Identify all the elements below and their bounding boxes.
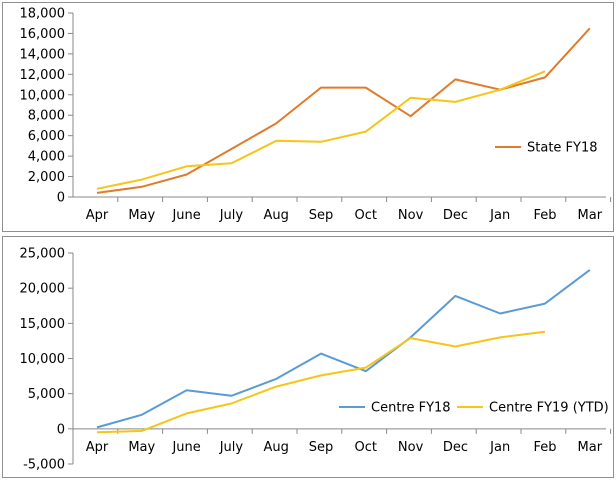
y-tick-label: 4,000 bbox=[28, 150, 65, 165]
x-tick-label: June bbox=[171, 208, 200, 223]
legend-label: Centre FY18 bbox=[371, 401, 451, 416]
y-tick-label: 12,000 bbox=[20, 68, 66, 83]
series-line-centre-fy18 bbox=[96, 269, 591, 429]
series-line-unnamed bbox=[96, 70, 546, 190]
x-tick-label: Oct bbox=[355, 440, 377, 455]
legend-label: State FY18 bbox=[527, 141, 598, 156]
x-tick-label: Jan bbox=[489, 208, 510, 223]
y-tick-label: 14,000 bbox=[20, 47, 66, 62]
x-tick-label: Dec bbox=[443, 440, 468, 455]
x-tick-label: June bbox=[171, 440, 200, 455]
x-tick-label: July bbox=[219, 208, 244, 223]
state-chart-panel: 0 2,000 4,000 6,000 8,000 10,000 12,000 14,000 1… bbox=[2, 2, 614, 232]
state-chart: 0 2,000 4,000 6,000 8,000 10,000 12,000 14,000 1… bbox=[20, 7, 612, 223]
x-tick-label: Sep bbox=[309, 440, 334, 455]
y-tick-label: 10,000 bbox=[20, 88, 66, 103]
x-tick-label: Apr bbox=[86, 208, 109, 223]
y-tick-label: 8,000 bbox=[28, 109, 65, 124]
x-tick-label: Feb bbox=[533, 208, 556, 223]
y-tick-label: 6,000 bbox=[28, 129, 65, 144]
y-tick-label: 16,000 bbox=[20, 27, 66, 42]
y-tick-label: 18,000 bbox=[20, 7, 66, 22]
x-tick-label: Oct bbox=[355, 208, 377, 223]
centre-chart-panel: -5,000 0 5,000 10,000 15,000 20,000 25,000 Apr M… bbox=[2, 236, 614, 478]
x-tick-label: May bbox=[128, 440, 155, 455]
x-tick-label: Mar bbox=[578, 440, 603, 455]
series-line-state-fy18 bbox=[96, 27, 591, 194]
y-tick-label: 10,000 bbox=[20, 352, 66, 367]
x-tick-label: Feb bbox=[533, 440, 556, 455]
x-tick-label: July bbox=[219, 440, 244, 455]
x-tick-label: Aug bbox=[264, 208, 289, 223]
y-tick-label: 0 bbox=[57, 191, 65, 206]
x-tick-label: Mar bbox=[578, 208, 603, 223]
x-tick-label: Jan bbox=[489, 440, 510, 455]
x-tick-label: Sep bbox=[309, 208, 334, 223]
legend-label: Centre FY19 (YTD) bbox=[489, 401, 609, 416]
series-line-centre-fy19-ytd bbox=[96, 330, 546, 434]
x-tick-label: Dec bbox=[443, 208, 468, 223]
centre-chart: -5,000 0 5,000 10,000 15,000 20,000 25,000 Apr M… bbox=[20, 247, 612, 473]
y-tick-label: 5,000 bbox=[28, 387, 65, 402]
x-tick-label: May bbox=[128, 208, 155, 223]
y-tick-label: -5,000 bbox=[23, 458, 65, 473]
x-tick-label: Aug bbox=[264, 440, 289, 455]
x-tick-label: Nov bbox=[398, 440, 424, 455]
y-tick-label: 15,000 bbox=[20, 317, 66, 332]
y-tick-label: 2,000 bbox=[28, 170, 65, 185]
y-tick-label: 25,000 bbox=[20, 247, 66, 262]
x-tick-label: Apr bbox=[86, 440, 109, 455]
x-tick-label: Nov bbox=[398, 208, 424, 223]
y-tick-label: 0 bbox=[57, 422, 65, 437]
y-tick-label: 20,000 bbox=[20, 282, 66, 297]
